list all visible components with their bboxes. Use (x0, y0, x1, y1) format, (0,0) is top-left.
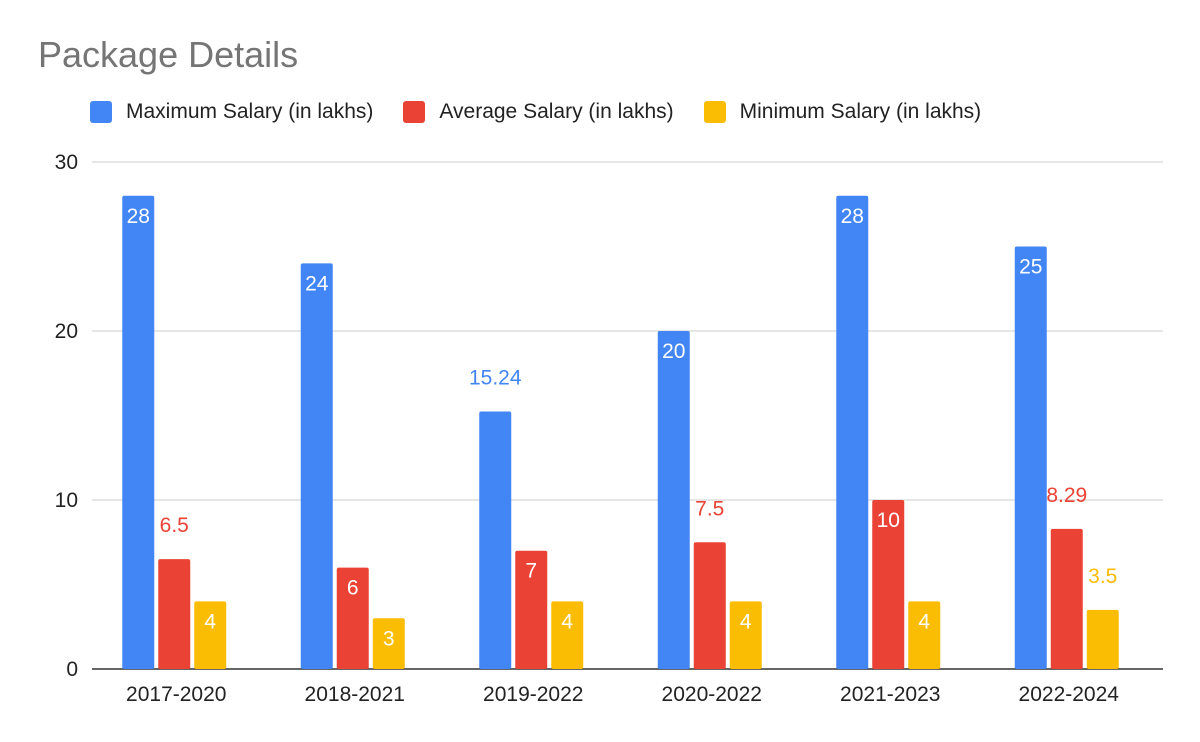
y-tick-label: 30 (55, 151, 78, 174)
data-label: 7.5 (695, 497, 724, 520)
bar-maximum (1014, 246, 1047, 669)
data-label: 4 (740, 610, 752, 633)
data-label: 4 (204, 610, 216, 633)
legend-label-average: Average Salary (in lakhs) (439, 100, 674, 123)
bar-minimum (1086, 609, 1119, 669)
bar-average (1050, 528, 1083, 669)
data-label: 28 (841, 205, 864, 228)
bar-maximum (836, 195, 869, 670)
y-tick-label: 0 (66, 658, 78, 681)
bar-average (515, 550, 548, 669)
bar-average (158, 559, 191, 669)
data-label: 24 (305, 272, 329, 295)
bar-minimum (551, 601, 584, 669)
x-tick-label: 2022-2024 (1019, 683, 1120, 706)
bar-maximum (122, 195, 155, 670)
bar-maximum (657, 331, 690, 669)
y-tick-label: 20 (55, 320, 78, 343)
data-label: 3 (383, 627, 395, 650)
data-label: 25 (1019, 256, 1042, 279)
bar-maximum (479, 411, 512, 669)
data-label: 20 (662, 340, 685, 363)
legend-item-average: Average Salary (in lakhs) (403, 100, 674, 124)
legend-item-maximum: Maximum Salary (in lakhs) (90, 100, 373, 124)
bar-maximum (300, 263, 333, 669)
data-label: 4 (561, 610, 573, 633)
data-label: 15.24 (469, 366, 522, 389)
bar-minimum (908, 601, 941, 669)
data-label: 28 (127, 205, 150, 228)
x-tick-label: 2020-2022 (662, 683, 762, 706)
legend-swatch-average (403, 101, 426, 123)
data-label: 4 (918, 610, 930, 633)
bar-minimum (194, 601, 227, 669)
legend-swatch-maximum (90, 101, 112, 123)
bar-average (336, 567, 369, 669)
bar-average (872, 500, 905, 669)
data-label: 8.29 (1046, 484, 1087, 507)
x-tick-label: 2019-2022 (483, 683, 583, 706)
chart-title: Package Details (38, 34, 299, 75)
legend-swatch-minimum (703, 101, 726, 123)
data-label: 6.5 (160, 514, 189, 537)
data-label: 6 (347, 577, 359, 600)
bar-average (693, 542, 726, 669)
legend-label-minimum: Minimum Salary (in lakhs) (739, 100, 982, 123)
x-tick-label: 2021-2023 (840, 683, 940, 706)
bar-minimum (372, 618, 405, 669)
bar-minimum (729, 601, 762, 669)
x-tick-label: 2017-2020 (126, 683, 226, 706)
data-label: 7 (525, 560, 537, 583)
y-tick-label: 10 (55, 489, 78, 512)
legend-item-minimum: Minimum Salary (in lakhs) (703, 100, 982, 124)
data-label: 3.5 (1088, 565, 1117, 588)
legend: Maximum Salary (in lakhs) Average Salary… (90, 100, 1011, 124)
legend-label-maximum: Maximum Salary (in lakhs) (126, 100, 374, 123)
x-tick-label: 2018-2021 (305, 683, 405, 706)
data-label: 10 (877, 509, 900, 532)
